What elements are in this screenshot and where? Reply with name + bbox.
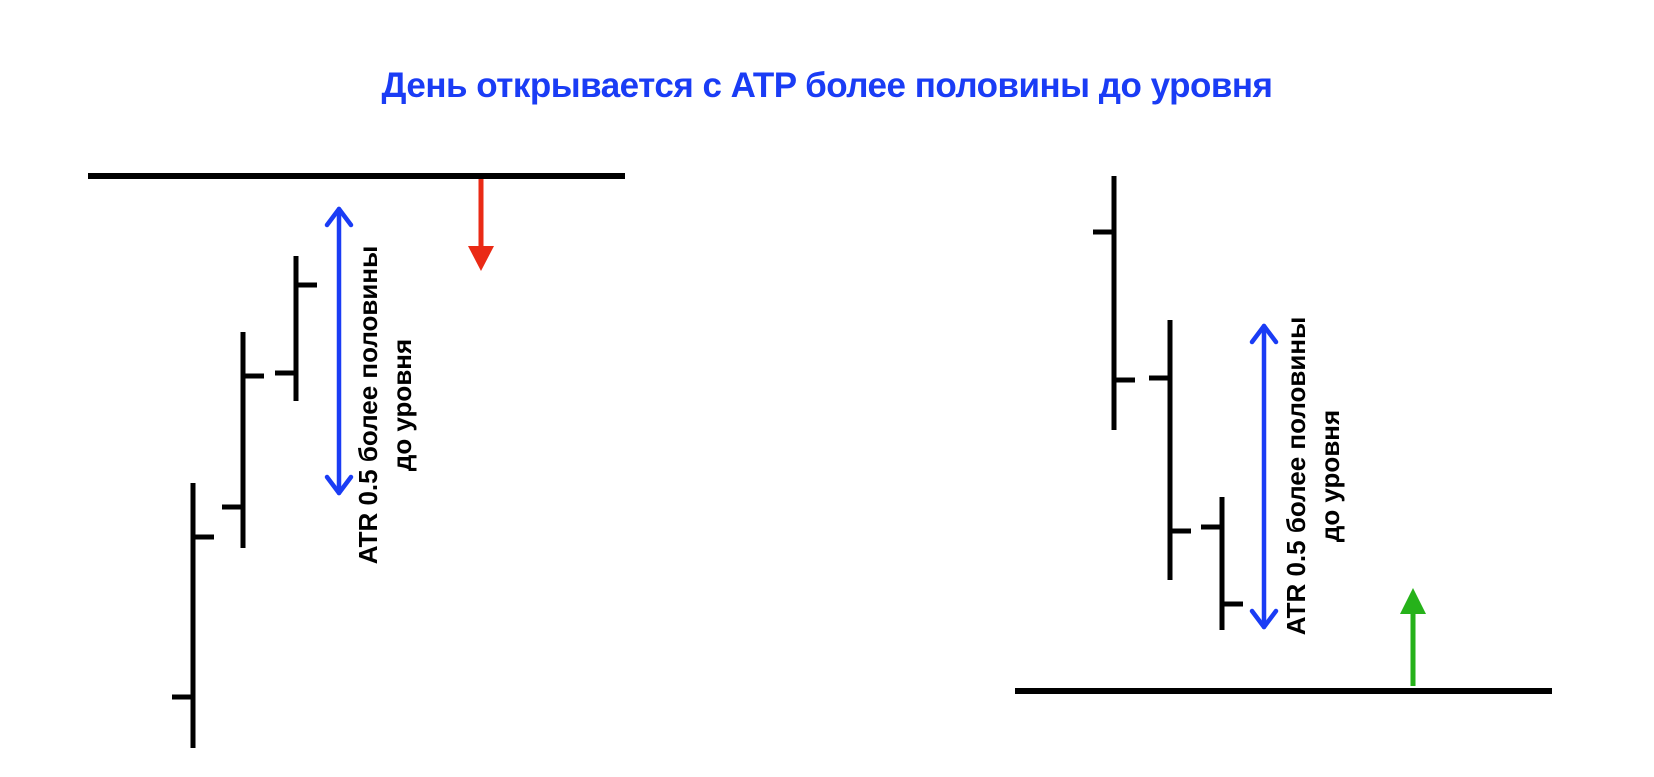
right-atr-label-line1: ATR 0.5 более половины bbox=[1281, 317, 1311, 636]
right-ohlc-bar-2 bbox=[1149, 320, 1191, 580]
right-panel: ATR 0.5 более половины до уровня bbox=[1015, 176, 1552, 694]
left-ohlc-bar-3 bbox=[275, 256, 317, 401]
left-panel: ATR 0.5 более половины до уровня bbox=[88, 173, 625, 748]
left-ohlc-bar-2 bbox=[222, 332, 264, 548]
right-ohlc-bar-3 bbox=[1201, 497, 1243, 630]
left-atr-label-line2: до уровня bbox=[387, 339, 417, 471]
left-atr-range-arrow bbox=[324, 206, 354, 496]
right-ohlc-bar-1 bbox=[1093, 176, 1135, 430]
up-arrow-icon bbox=[1400, 588, 1426, 686]
left-ohlc-bar-1 bbox=[172, 483, 214, 748]
left-atr-label: ATR 0.5 более половины до уровня bbox=[353, 246, 417, 565]
page-title: День открывается с ATP более половины до… bbox=[381, 66, 1273, 105]
right-atr-label-line2: до уровня bbox=[1315, 410, 1345, 542]
right-atr-range-arrow bbox=[1249, 323, 1279, 630]
down-arrow-icon bbox=[468, 179, 494, 271]
left-atr-label-line1: ATR 0.5 более половины bbox=[353, 246, 383, 565]
right-atr-label: ATR 0.5 более половины до уровня bbox=[1281, 317, 1345, 636]
